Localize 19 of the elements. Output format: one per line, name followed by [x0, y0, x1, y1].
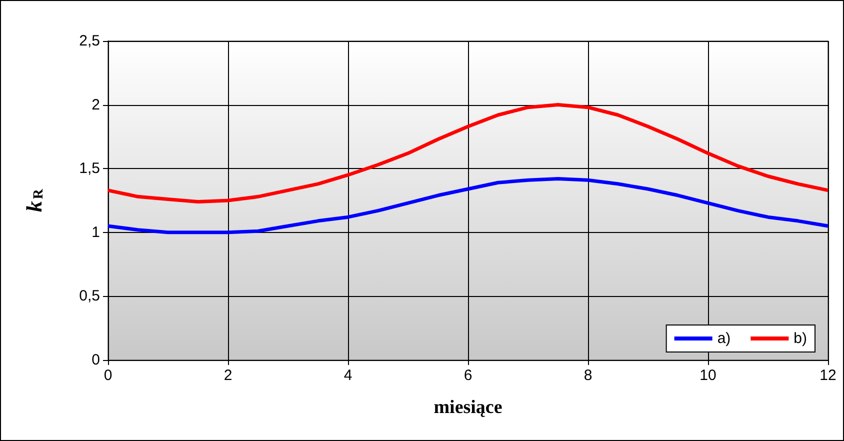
y-tick-label: 1,5: [79, 160, 100, 178]
x-tick-label: 2: [224, 367, 232, 384]
y-tick-label: 2,5: [79, 32, 100, 50]
x-tick-label: 4: [344, 367, 352, 384]
legend-label: b): [794, 330, 808, 347]
y-tick-label: 2: [92, 96, 100, 114]
y-tick-label: 1: [92, 224, 100, 241]
x-tick-label: 6: [464, 367, 472, 384]
y-axis-title: kR: [22, 188, 46, 212]
line-series: [106, 177, 830, 234]
line-series: [106, 103, 830, 204]
y-tick-label: 0,5: [79, 288, 100, 305]
legend-label: a): [717, 330, 731, 347]
x-axis-title: miesiące: [434, 397, 502, 418]
x-tick-label: 0: [104, 367, 112, 384]
x-tick-label: 12: [820, 367, 836, 384]
x-tick-label: 8: [584, 367, 592, 384]
y-tick-label: 0: [92, 352, 100, 368]
x-tick-label: 10: [700, 367, 716, 384]
